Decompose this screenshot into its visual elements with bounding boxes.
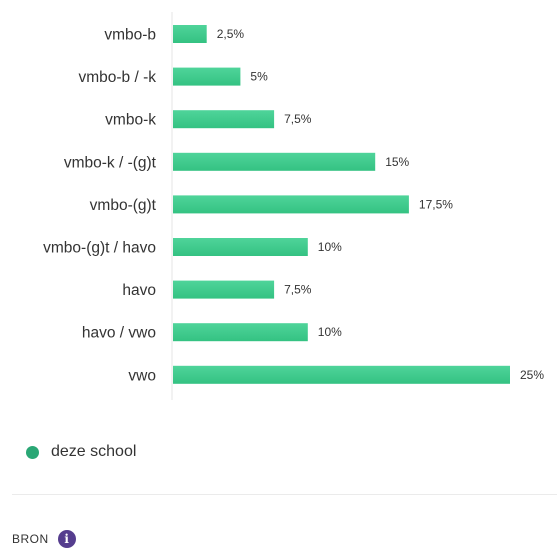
bar-havo-vwo[interactable] <box>173 323 308 342</box>
value-label-havo-vwo: 10% <box>318 325 342 339</box>
bar-chart: vmbo-b 2,5% vmbo-b / -k 5% vmbo-k 7,5% vmbo-k … <box>43 12 544 400</box>
source-label: BRON <box>12 532 49 546</box>
bar-vwo[interactable] <box>173 365 510 384</box>
value-label-havo: 7,5% <box>284 283 312 297</box>
bar-vmbo-g-t-havo[interactable] <box>173 238 308 256</box>
category-label-havo-vwo: havo / vwo <box>82 325 156 342</box>
category-label-vmbo-g-t-havo: vmbo-(g)t / havo <box>43 240 156 257</box>
source-section: BRON i <box>12 530 76 548</box>
value-label-vmbo-k: 7,5% <box>284 112 312 126</box>
category-label-vmbo-g-t: vmbo-(g)t <box>90 197 157 214</box>
bar-vmbo-g-t[interactable] <box>173 195 409 214</box>
category-label-vwo: vwo <box>128 367 156 384</box>
bar-vmbo-b-k[interactable] <box>173 67 241 86</box>
legend-label: deze school <box>51 443 137 460</box>
category-label-vmbo-k-g-t: vmbo-k / -(g)t <box>64 154 157 171</box>
category-label-vmbo-b-k: vmbo-b / -k <box>78 69 156 86</box>
bar-vmbo-b[interactable] <box>173 25 207 43</box>
value-label-vmbo-b-k: 5% <box>250 70 268 84</box>
value-label-vmbo-g-t-havo: 10% <box>318 240 342 254</box>
category-label-vmbo-b: vmbo-b <box>104 27 156 44</box>
divider <box>12 494 557 495</box>
category-label-havo: havo <box>122 282 156 299</box>
value-label-vmbo-k-g-t: 15% <box>385 155 409 169</box>
info-icon[interactable]: i <box>57 530 76 548</box>
bar-havo[interactable] <box>173 280 275 299</box>
value-label-vmbo-g-t: 17,5% <box>419 197 453 211</box>
category-label-vmbo-k: vmbo-k <box>105 112 156 129</box>
bar-vmbo-k-g-t[interactable] <box>173 152 376 171</box>
bar-vmbo-k[interactable] <box>173 110 275 129</box>
value-label-vmbo-b: 2,5% <box>217 27 245 41</box>
legend: deze school <box>26 440 136 464</box>
value-label-vwo: 25% <box>520 368 544 382</box>
legend-dot-deze-school <box>26 445 39 459</box>
